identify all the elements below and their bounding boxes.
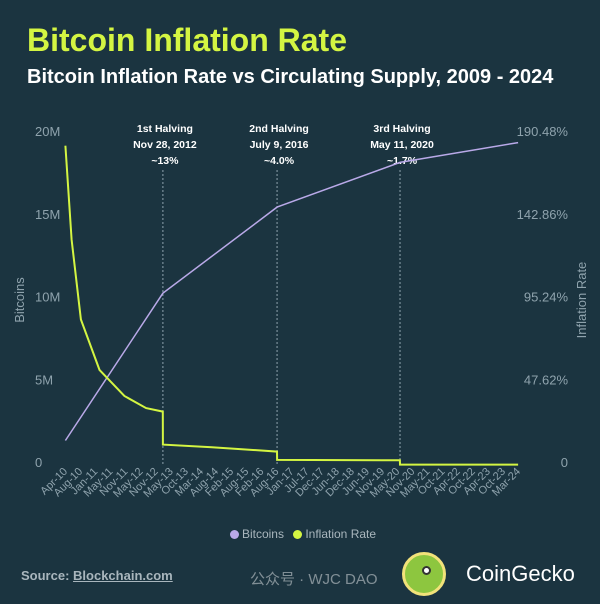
source: Source: Blockchain.com xyxy=(21,568,173,583)
halving-annotation: May 11, 2020 xyxy=(370,139,434,151)
y-tick-label: 0 xyxy=(35,455,42,470)
y2-tick-label: 142.86% xyxy=(517,207,569,222)
watermark: 公众号 · WJC DAO xyxy=(250,571,378,588)
halving-annotation: 1st Halving xyxy=(137,123,193,135)
y-tick-label: 15M xyxy=(35,207,60,222)
series-line-bitcoins xyxy=(64,141,519,441)
brand: CoinGecko xyxy=(402,552,575,596)
halving-annotation: July 9, 2016 xyxy=(250,139,309,151)
y-tick-label: 20M xyxy=(35,124,60,139)
legend-dot-bitcoins xyxy=(229,530,239,539)
legend: Bitcoins Inflation Rate xyxy=(0,527,600,541)
legend-label-bitcoins: Bitcoins xyxy=(241,527,284,541)
y2-tick-label: 95.24% xyxy=(524,290,569,305)
legend-dot-inflation xyxy=(293,530,303,539)
y2-tick-label: 190.48% xyxy=(517,124,569,139)
halving-annotation: ~13% xyxy=(151,155,179,167)
source-link[interactable]: Blockchain.com xyxy=(73,568,173,583)
y2-tick-label: 0 xyxy=(561,455,568,470)
y-tick-label: 5M xyxy=(35,372,53,387)
brand-name: CoinGecko xyxy=(466,561,575,586)
halving-annotation: Nov 28, 2012 xyxy=(133,139,197,151)
page-title: Bitcoin Inflation Rate xyxy=(27,22,347,58)
y-axis-label: Bitcoins xyxy=(12,277,27,323)
coingecko-logo-icon xyxy=(402,552,446,596)
halving-annotation: 2nd Halving xyxy=(249,123,309,135)
series-line-inflation-rate xyxy=(64,145,519,466)
legend-label-inflation: Inflation Rate xyxy=(305,527,377,541)
halving-annotation: ~4.0% xyxy=(264,155,295,167)
y2-axis-label: Inflation Rate xyxy=(574,262,589,339)
y-tick-label: 10M xyxy=(35,290,60,305)
chart-subtitle: Bitcoin Inflation Rate vs Circulating Su… xyxy=(27,66,554,88)
source-label: Source: xyxy=(21,568,70,583)
y2-tick-label: 47.62% xyxy=(524,372,569,387)
halving-annotation: 3rd Halving xyxy=(373,123,430,135)
